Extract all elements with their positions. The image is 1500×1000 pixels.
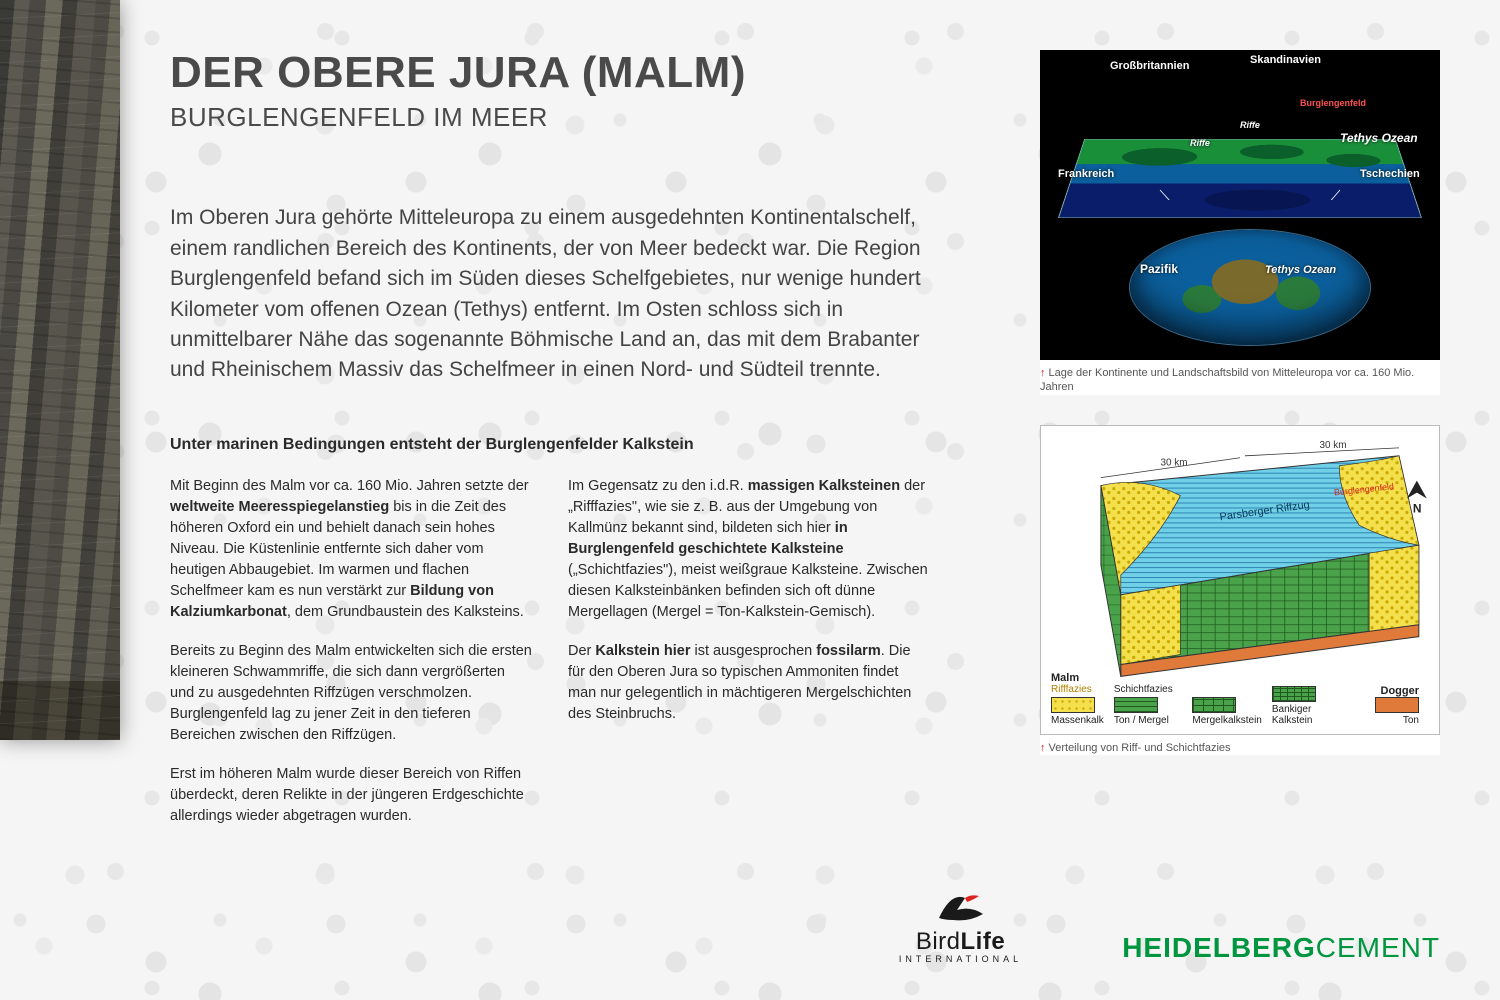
legend-swatch	[1375, 697, 1419, 713]
label-tethys-globe: Tethys Ozean	[1265, 265, 1336, 276]
right-column: Großbritannien Skandinavien Burglengenfe…	[1040, 50, 1440, 960]
birdlife-text: BirdLife	[916, 928, 1005, 956]
legend-swatch	[1272, 686, 1316, 702]
legend-item: Bankiger Kalkstein	[1272, 686, 1341, 726]
caption-arrow-icon: ↑	[1040, 742, 1046, 754]
label-riffe-2: Riffe	[1240, 120, 1260, 130]
scale-label-1: 30 km	[1161, 457, 1188, 468]
section-heading: Unter marinen Bedingungen entsteht der B…	[170, 436, 1000, 454]
body-para: Im Gegensatz zu den i.d.R. massigen Kalk…	[568, 476, 930, 623]
label-gb: Großbritannien	[1110, 60, 1189, 72]
intro-paragraph: Im Oberen Jura gehörte Mitteleuropa zu e…	[170, 203, 930, 386]
label-riffe: Riffe	[1190, 138, 1210, 148]
body-col-left: Mit Beginn des Malm vor ca. 160 Mio. Jah…	[170, 476, 532, 845]
body-columns: Mit Beginn des Malm vor ca. 160 Mio. Jah…	[170, 476, 930, 845]
legend-dogger-heading: Dogger	[1381, 685, 1420, 697]
globe	[1130, 230, 1370, 345]
legend: Malm Rifffazies Massenkalk Schichtfazies…	[1051, 672, 1429, 726]
body-para: Mit Beginn des Malm vor ca. 160 Mio. Jah…	[170, 476, 532, 623]
page-content: DER OBERE JURA (MALM) BURGLENGENFELD IM …	[0, 0, 1500, 1000]
birdlife-subtext: INTERNATIONAL	[899, 954, 1022, 964]
logo-row: BirdLife INTERNATIONAL HEIDELBERGCEMENT	[170, 884, 1440, 964]
legend-item-label: Bankiger Kalkstein	[1272, 704, 1341, 726]
page-subtitle: BURGLENGENFELD IM MEER	[170, 102, 1000, 133]
legend-item-label: Ton / Mergel	[1114, 715, 1169, 726]
label-tschechien: Tschechien	[1360, 168, 1420, 180]
legend-rifffazies-label: Rifffazies	[1051, 684, 1104, 695]
heidelbergcement-logo: HEIDELBERGCEMENT	[1122, 932, 1440, 964]
caption-arrow-icon: ↑	[1040, 367, 1046, 379]
figure2-caption: ↑Verteilung von Riff- und Schichtfazies	[1040, 741, 1440, 755]
label-burglengenfeld: Burglengenfeld	[1300, 98, 1366, 108]
legend-swatch	[1114, 697, 1158, 713]
page-title: DER OBERE JURA (MALM)	[170, 50, 1000, 96]
figure-paleomap: Großbritannien Skandinavien Burglengenfe…	[1040, 50, 1440, 395]
legend-swatch	[1192, 697, 1236, 713]
figure-blockdiagram: 30 km 30 km Parsberger Riffzug Burglenge…	[1040, 425, 1440, 755]
body-para: Der Kalkstein hier ist ausgesprochen fos…	[568, 641, 930, 725]
blockdiagram-graphic: 30 km 30 km Parsberger Riffzug Burglenge…	[1040, 425, 1440, 735]
body-para: Erst im höheren Malm wurde dieser Bereic…	[170, 764, 532, 827]
left-column: DER OBERE JURA (MALM) BURGLENGENFELD IM …	[170, 50, 1000, 960]
label-pazifik: Pazifik	[1140, 262, 1178, 276]
birdlife-logo: BirdLife INTERNATIONAL	[899, 884, 1022, 964]
legend-col-malm: Malm Rifffazies Massenkalk	[1051, 672, 1104, 726]
legend-swatch	[1051, 697, 1095, 713]
legend-item-label: Ton	[1403, 715, 1419, 726]
label-scand: Skandinavien	[1250, 54, 1321, 66]
figure1-caption: ↑Lage der Kontinente und Landschaftsbild…	[1040, 366, 1440, 395]
birdlife-icon	[931, 884, 991, 928]
label-tethys: Tethys Ozean	[1340, 132, 1418, 144]
body-para: Bereits zu Beginn des Malm entwickelten …	[170, 641, 532, 746]
legend-col-dogger: Dogger Ton	[1350, 685, 1419, 726]
legend-item: Mergelkalkstein	[1192, 697, 1261, 726]
label-frankreich: Frankreich	[1058, 168, 1114, 180]
paleomap-graphic: Großbritannien Skandinavien Burglengenfe…	[1040, 50, 1440, 360]
scale-label-2: 30 km	[1319, 439, 1346, 450]
legend-item-label: Mergelkalkstein	[1192, 715, 1261, 726]
north-label: N	[1413, 501, 1422, 515]
legend-item-label: Massenkalk	[1051, 715, 1104, 726]
legend-malm-heading: Malm	[1051, 672, 1104, 684]
body-col-right: Im Gegensatz zu den i.d.R. massigen Kalk…	[568, 476, 930, 845]
legend-schichtfazies-label: Schichtfazies	[1114, 684, 1173, 695]
legend-item: Schichtfazies Ton / Mergel	[1114, 684, 1183, 726]
